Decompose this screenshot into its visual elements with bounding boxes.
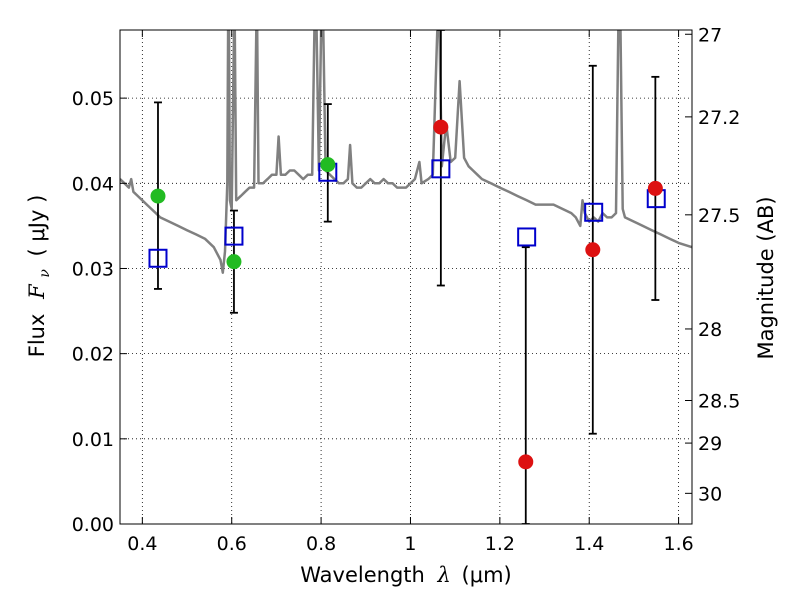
magnitude-axis-label: Magnitude (AB) (754, 196, 778, 359)
model-square (584, 202, 604, 222)
magnitude-tick-label: 28.5 (698, 391, 740, 413)
y-tick-label: 0.05 (72, 88, 114, 110)
y-tick-label: 0.04 (72, 173, 114, 195)
magnitude-tick-label: 27.5 (698, 205, 740, 227)
data-point-green (320, 157, 336, 173)
data-point-red (518, 454, 534, 470)
x-tick-label: 0.4 (127, 533, 157, 555)
magnitude-tick-label: 30 (698, 483, 722, 505)
spectrum-line (120, 30, 692, 274)
magnitude-tick-label: 27 (698, 24, 722, 46)
magnitude-tick-label: 28 (698, 319, 722, 341)
x-tick-label: 1.4 (574, 533, 604, 555)
model-square (148, 248, 168, 268)
grid (120, 30, 692, 525)
x-tick-label: 1.6 (663, 533, 693, 555)
y-tick-label: 0.03 (72, 258, 114, 280)
plot-area (120, 30, 692, 524)
data-point-green (226, 254, 242, 270)
model-square (517, 227, 537, 247)
model-square (431, 159, 451, 179)
y-tick-label: 0.00 (72, 514, 114, 536)
ticks: 0.4 0.6 0.8 1 1.2 1.4 1.6 0.00 0.01 0.02 0.03 0.04 0… (72, 24, 741, 555)
data-point-red (647, 180, 663, 196)
y-tick-label: 0.01 (72, 429, 114, 451)
x-axis-label: Wavelength λ (μm) (300, 563, 511, 587)
data-point-red (433, 119, 449, 135)
data-point-green (150, 188, 166, 204)
magnitude-tick-label: 27.2 (698, 107, 740, 129)
data-point-red (585, 242, 601, 258)
y-tick-label: 0.02 (72, 344, 114, 366)
model-square (224, 226, 244, 246)
x-tick-label: 0.8 (306, 533, 336, 555)
x-tick-label: 0.6 (217, 533, 247, 555)
magnitude-tick-label: 29 (698, 433, 722, 455)
y-axis-label: Flux F ν ( μJy ) (25, 195, 54, 358)
x-tick-label: 1 (404, 533, 416, 555)
x-tick-label: 1.2 (485, 533, 515, 555)
plot-frame (119, 29, 693, 525)
